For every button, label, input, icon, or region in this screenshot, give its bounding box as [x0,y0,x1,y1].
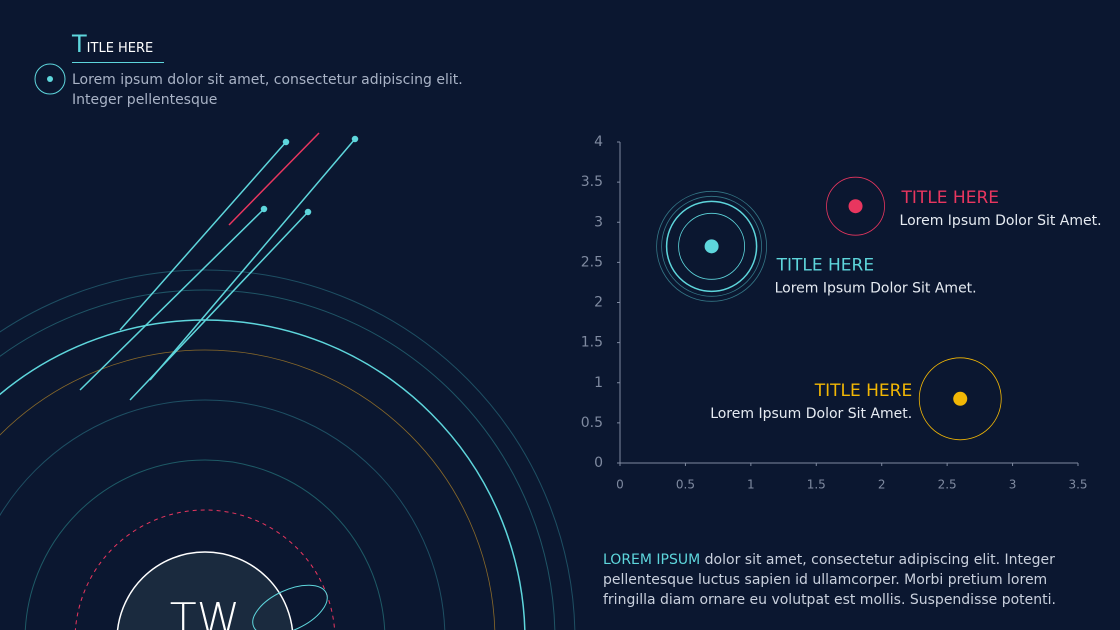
y-tick-label: 1 [594,375,603,391]
streak [228,132,320,226]
point-title: TITLE HERE [814,381,912,401]
x-tick-label: 2.5 [938,478,957,492]
streaks [79,132,359,401]
point [953,391,968,406]
header-title: TITLE HERE [72,30,164,63]
ring [252,584,328,630]
streak [119,141,287,331]
y-tick-label: 4 [594,134,603,150]
streak-head [304,208,312,216]
halo-ring [665,200,758,293]
point-description: Lorem Ipsum Dolor Sit Amet. [710,406,912,422]
streak [79,208,265,391]
x-tick-label: 1.5 [807,478,826,492]
y-tick-label: 0 [594,455,603,471]
point-title: TITLE HERE [776,255,874,275]
chart: 0 0.5 1 1.5 2 2.5 3 3.5 4 0 0.5 1 1.5 2 2.5 3 3.5 TITLE H… [581,134,1102,492]
orbits [0,269,576,630]
streak [149,138,356,381]
point-description: Lorem Ipsum Dolor Sit Amet. [900,213,1102,229]
y-tick-label: 0.5 [581,415,603,431]
orbit [0,289,556,630]
y-tick-label: 2 [594,295,603,311]
halo-ring [661,195,762,297]
footer-body: dolor sit amet, consectetur adipiscing e… [603,552,1056,608]
streak-head [351,135,359,143]
globe-text: TW [170,594,240,630]
header-text: Lorem ipsum dolor sit amet, consectetur … [72,72,463,108]
y-tick-label: 3 [594,214,603,230]
footer-highlight: LOREM IPSUM [603,552,701,568]
orbit [24,459,386,630]
x-tick-label: 2 [878,478,886,492]
x-tick-label: 1 [747,478,755,492]
point [704,239,719,254]
streak-head [282,138,290,146]
bullet-ring [34,63,66,95]
orbit [0,269,576,630]
bullet-dot [47,76,53,82]
halo-ring [678,212,745,280]
point [848,199,863,214]
x-tick-label: 0.5 [676,478,695,492]
globe [116,551,294,630]
x-tick-label: 3.5 [1068,478,1087,492]
footer-text: LOREM IPSUM dolor sit amet, consectetur … [603,550,1103,610]
streak [129,211,309,401]
streak-head [260,205,268,213]
halo-ring [656,190,767,302]
orbit [0,349,496,630]
halo-ring [826,176,885,236]
point-title: TITLE HERE [901,188,999,208]
y-tick-label: 3.5 [581,174,603,190]
orbit [0,399,446,630]
halo-ring [918,357,1002,441]
point-description: Lorem Ipsum Dolor Sit Amet. [775,280,977,296]
x-tick-label: 0 [616,478,624,492]
y-tick-label: 1.5 [581,335,603,351]
x-tick-label: 3 [1009,478,1017,492]
y-tick-label: 2.5 [581,254,603,270]
